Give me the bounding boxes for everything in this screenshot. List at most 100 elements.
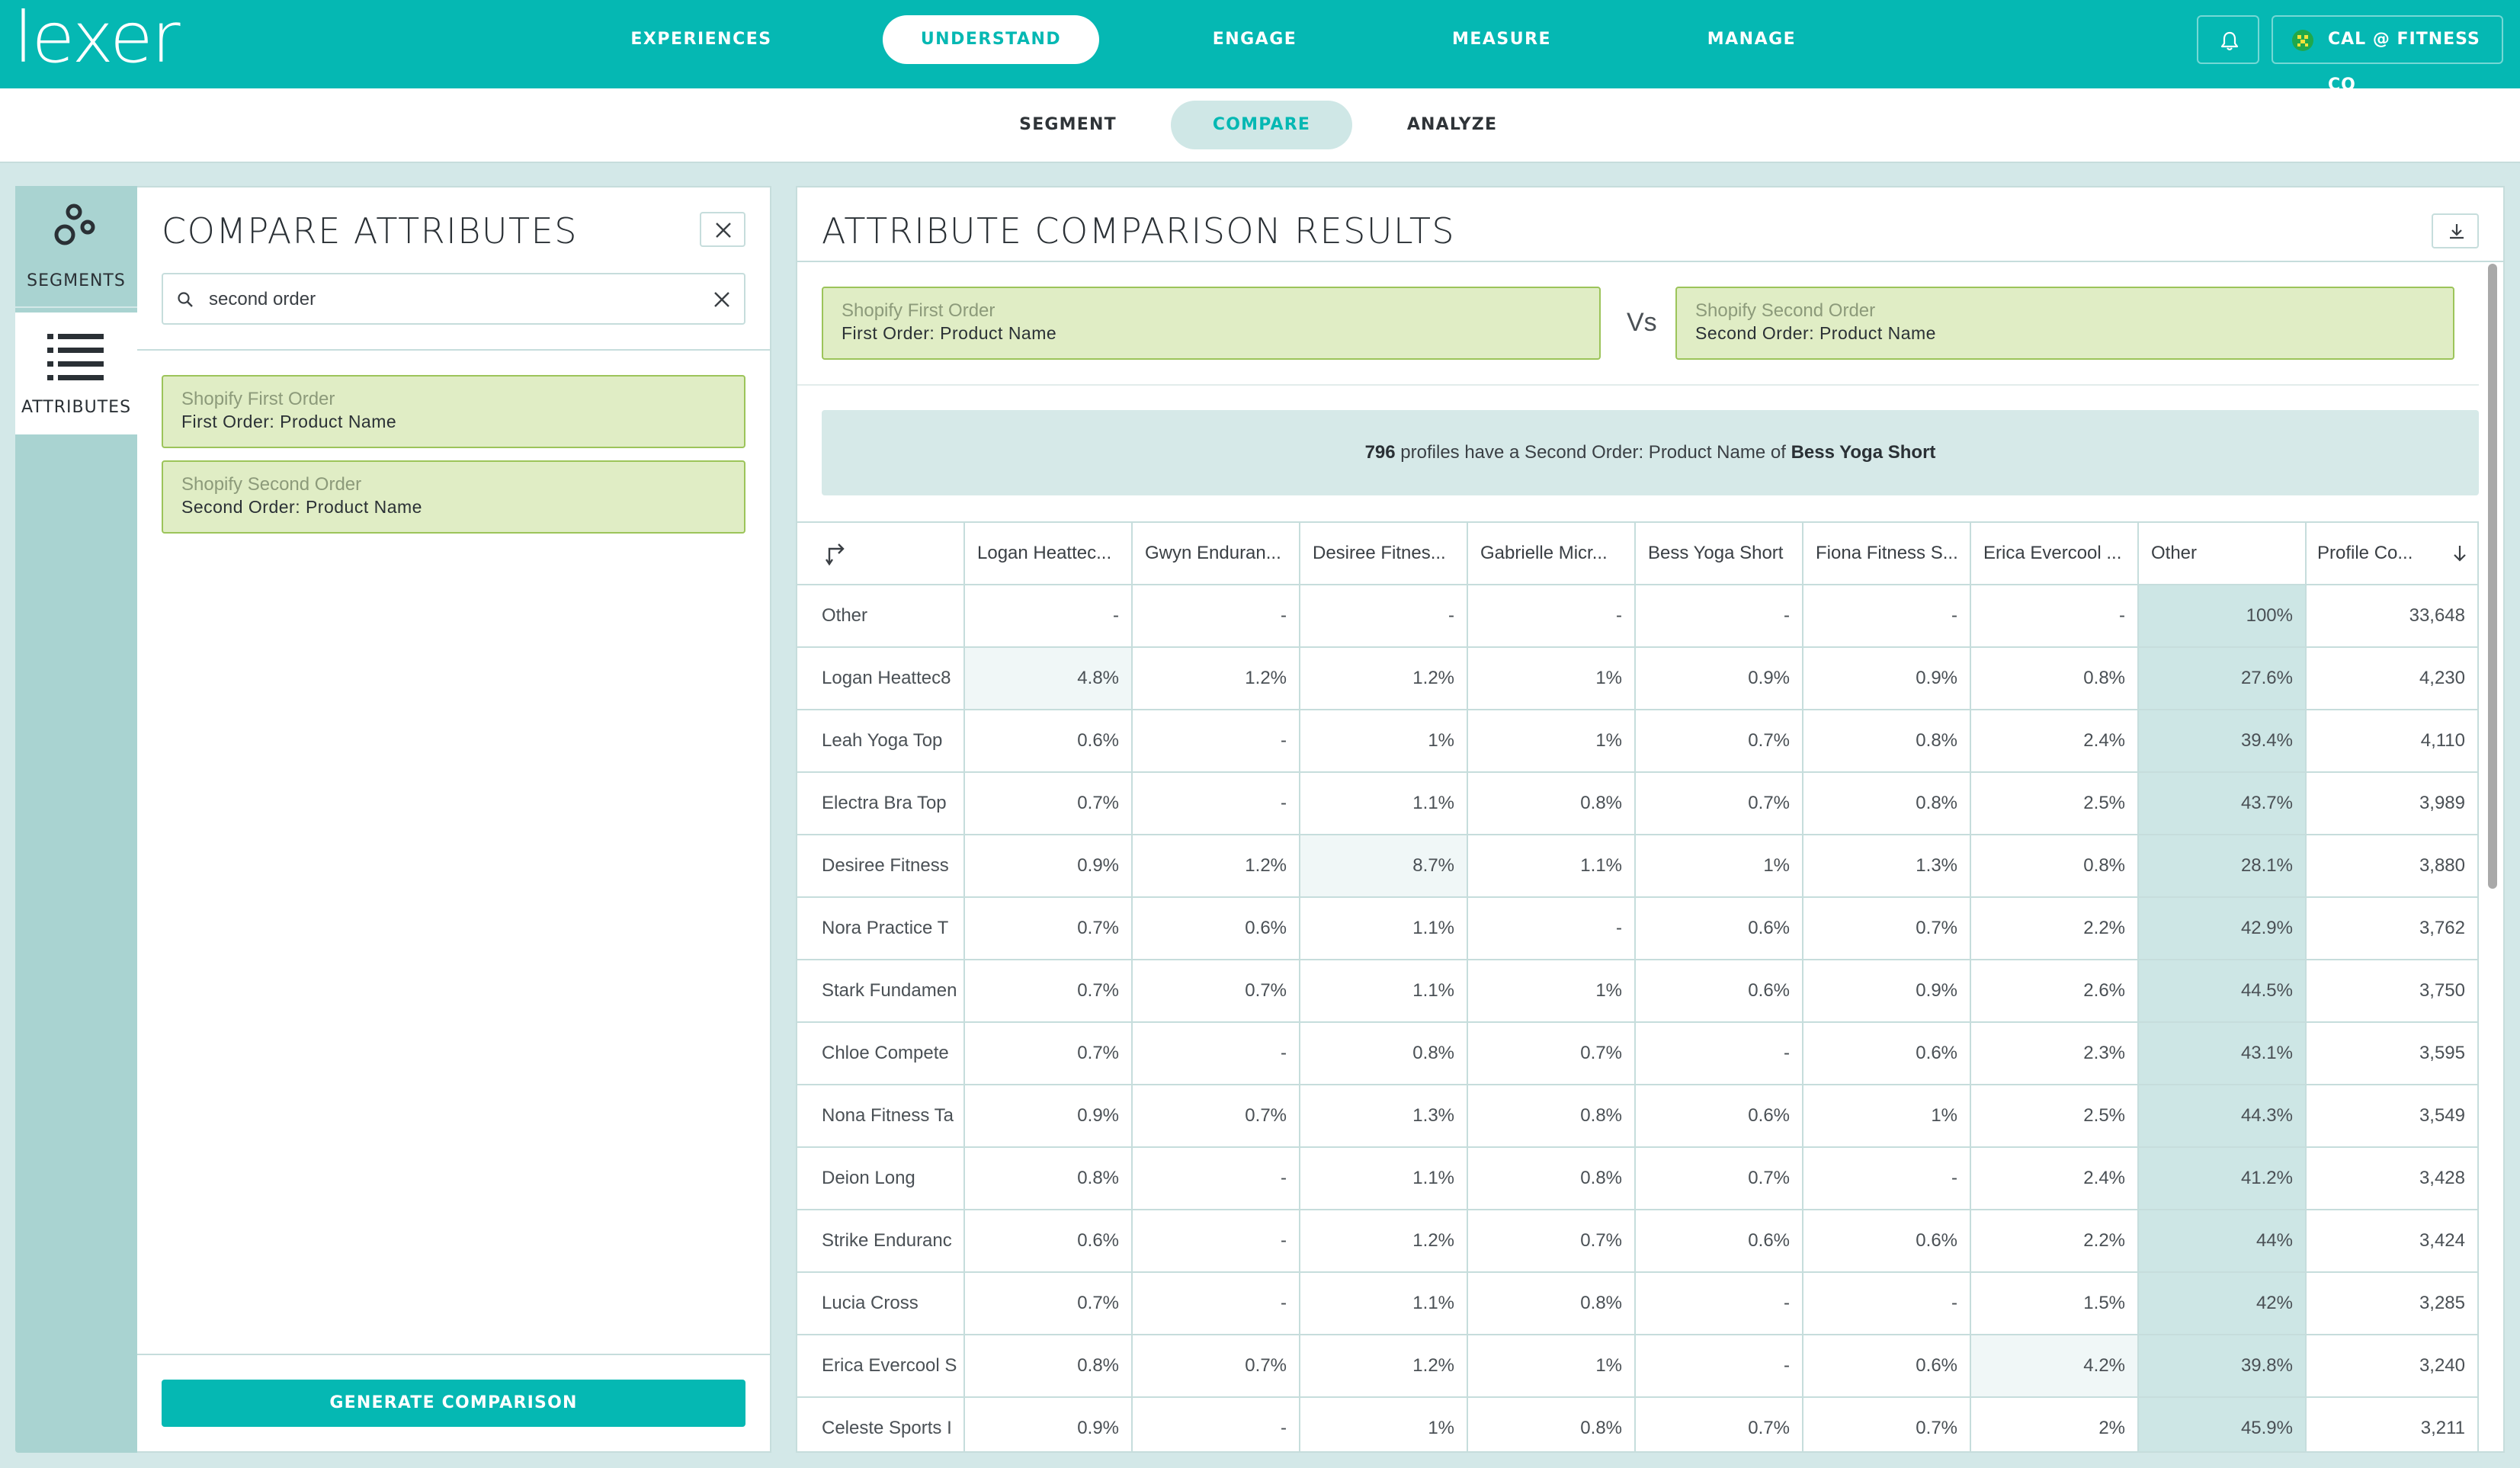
notifications-button[interactable] bbox=[2197, 15, 2259, 64]
nav-engage[interactable]: ENGAGE bbox=[1212, 30, 1297, 49]
compare-attributes-panel: COMPARE ATTRIBUTES Shopify First Order F… bbox=[137, 186, 771, 1453]
percent-cell: - bbox=[1133, 1148, 1300, 1209]
column-header[interactable]: Bess Yoga Short bbox=[1636, 523, 1803, 584]
column-header[interactable]: Fiona Fitness S... bbox=[1803, 523, 1971, 584]
bell-icon bbox=[2220, 31, 2239, 51]
scrollbar[interactable] bbox=[2485, 261, 2500, 1450]
percent-cell: - bbox=[1468, 898, 1636, 959]
percent-cell: 42.9% bbox=[2139, 898, 2307, 959]
attribute-card-second-order[interactable]: Shopify Second Order Second Order: Produ… bbox=[162, 460, 745, 534]
column-header[interactable]: Erica Evercool ... bbox=[1971, 523, 2139, 584]
percent-cell: 0.7% bbox=[1803, 1398, 1971, 1451]
percent-cell: 0.7% bbox=[1803, 898, 1971, 959]
attribute-source: Shopify First Order bbox=[181, 389, 335, 409]
table-row[interactable]: Deion Long 0.8% -1.1% 0.8% 0.7% -2.4% 41.2% 3,4… bbox=[797, 1146, 2479, 1209]
column-header[interactable]: Gwyn Enduran... bbox=[1133, 523, 1300, 584]
percent-cell: 2.2% bbox=[1971, 898, 2139, 959]
percent-cell: 0.8% bbox=[1468, 1273, 1636, 1334]
generate-comparison-button[interactable]: GENERATE COMPARISON bbox=[162, 1380, 745, 1427]
attribute-search-input[interactable] bbox=[209, 285, 666, 314]
table-row[interactable]: Celeste Sports I 0.9% -1% 0.8% 0.7% 0.7% 2% 45.… bbox=[797, 1396, 2479, 1451]
table-row[interactable]: Erica Evercool S 0.8% 0.7% 1.2% 1% -0.6% 4.2% 3… bbox=[797, 1334, 2479, 1396]
table-row[interactable]: Nona Fitness Ta 0.9% 0.7% 1.3% 0.8% 0.6% 1% 2.5… bbox=[797, 1084, 2479, 1146]
nav-experiences[interactable]: EXPERIENCES bbox=[630, 30, 772, 49]
row-label: Electra Bra Top bbox=[797, 773, 965, 834]
percent-cell: 1.1% bbox=[1468, 835, 1636, 896]
table-row[interactable]: Leah Yoga Top 0.6% -1% 1% 0.7% 0.8% 2.4% 39.4% 4… bbox=[797, 709, 2479, 771]
percent-cell: 2.4% bbox=[1971, 710, 2139, 771]
swap-axes-cell[interactable] bbox=[797, 523, 965, 584]
close-panel-button[interactable] bbox=[700, 212, 745, 247]
rail-tab-attributes[interactable]: ATTRIBUTES bbox=[15, 313, 137, 434]
table-row[interactable]: Desiree Fitness 0.9% 1.2% 8.7% 1.1% 1% 1.3% 0.8… bbox=[797, 834, 2479, 896]
nav-measure[interactable]: MEASURE bbox=[1451, 30, 1552, 49]
percent-cell: 1% bbox=[1468, 960, 1636, 1021]
percent-cell: 0.7% bbox=[965, 1273, 1133, 1334]
nav-understand[interactable]: UNDERSTAND bbox=[883, 15, 1099, 64]
percent-cell: - bbox=[1803, 585, 1971, 646]
attribute-source: Shopify First Order bbox=[842, 300, 995, 321]
subnav-analyze[interactable]: ANALYZE bbox=[1406, 115, 1498, 134]
account-menu-button[interactable]: CAL @ FITNESS CO bbox=[2272, 15, 2503, 95]
table-row[interactable]: Stark Fundamen 0.7% 0.7% 1.1% 1% 0.6% 0.9% 2.6%… bbox=[797, 959, 2479, 1021]
row-label: Nona Fitness Ta bbox=[797, 1085, 965, 1146]
table-row[interactable]: Strike Enduranc 0.6% -1.2% 0.7% 0.6% 0.6% 2.2%… bbox=[797, 1209, 2479, 1271]
percent-cell: - bbox=[1636, 1335, 1803, 1396]
percent-cell: 41.2% bbox=[2139, 1148, 2307, 1209]
table-row[interactable]: Lucia Cross 0.7% -1.1% 0.8% - -1.5% 42% 3,285 bbox=[797, 1271, 2479, 1334]
table-row[interactable]: Chloe Compete 0.7% -0.8% 0.7% -0.6% 2.3% 43.1%… bbox=[797, 1021, 2479, 1084]
percent-cell: 39.4% bbox=[2139, 710, 2307, 771]
percent-cell: 1% bbox=[1468, 710, 1636, 771]
percent-cell: 1% bbox=[1636, 835, 1803, 896]
column-header[interactable]: Gabrielle Micr... bbox=[1468, 523, 1636, 584]
percent-cell: 0.7% bbox=[1468, 1023, 1636, 1084]
subnav-compare[interactable]: COMPARE bbox=[1171, 101, 1352, 149]
percent-cell: 0.6% bbox=[1636, 1085, 1803, 1146]
nav-manage[interactable]: MANAGE bbox=[1707, 30, 1797, 49]
download-button[interactable] bbox=[2432, 213, 2479, 248]
subnav-segment[interactable]: SEGMENT bbox=[1019, 115, 1117, 134]
profile-count-cell: 3,762 bbox=[2305, 898, 2479, 959]
clear-search-icon[interactable] bbox=[713, 291, 730, 308]
percent-cell: - bbox=[1803, 1148, 1971, 1209]
percent-cell: - bbox=[1468, 585, 1636, 646]
percent-cell: 44.5% bbox=[2139, 960, 2307, 1021]
percent-cell: - bbox=[1636, 1273, 1803, 1334]
percent-cell: - bbox=[1636, 1023, 1803, 1084]
column-header[interactable]: Other bbox=[2139, 523, 2307, 584]
table-row[interactable]: Other - - - - - - -100% 33,648 bbox=[797, 584, 2479, 646]
column-header[interactable]: Profile Co... bbox=[2305, 523, 2479, 584]
percent-cell: 45.9% bbox=[2139, 1398, 2307, 1451]
lexer-logo[interactable]: lexer bbox=[14, 0, 181, 79]
results-title: ATTRIBUTE COMPARISON RESULTS bbox=[822, 210, 1456, 252]
column-header[interactable]: Logan Heattec... bbox=[965, 523, 1133, 584]
comparison-left-attribute: Shopify First Order First Order: Product… bbox=[822, 287, 1601, 360]
percent-cell: - bbox=[1133, 585, 1300, 646]
table-row[interactable]: Nora Practice T 0.7% 0.6% 1.1% -0.6% 0.7% 2.2%… bbox=[797, 896, 2479, 959]
compare-attributes-title: COMPARE ATTRIBUTES bbox=[162, 210, 578, 252]
attribute-name: First Order: Product Name bbox=[842, 323, 1057, 343]
percent-cell: 0.9% bbox=[965, 1398, 1133, 1451]
profile-count-cell: 3,989 bbox=[2305, 773, 2479, 834]
percent-cell: 0.6% bbox=[1803, 1210, 1971, 1271]
profile-count-cell: 3,549 bbox=[2305, 1085, 2479, 1146]
rail-tab-segments[interactable]: SEGMENTS bbox=[15, 186, 137, 308]
table-row[interactable]: Electra Bra Top 0.7% -1.1% 0.8% 0.7% 0.8% 2.5%… bbox=[797, 771, 2479, 834]
percent-cell: 1% bbox=[1300, 710, 1468, 771]
attribute-search[interactable] bbox=[162, 273, 745, 325]
summary-count: 796 bbox=[1364, 442, 1396, 463]
scrollbar-thumb[interactable] bbox=[2488, 264, 2497, 889]
percent-cell: - bbox=[1971, 585, 2139, 646]
swap-axes-icon[interactable] bbox=[825, 543, 848, 566]
row-label: Deion Long bbox=[797, 1148, 965, 1209]
sort-descending-icon[interactable] bbox=[2451, 544, 2468, 563]
percent-cell: - bbox=[1636, 585, 1803, 646]
percent-cell: 1.2% bbox=[1300, 1210, 1468, 1271]
column-header[interactable]: Desiree Fitnes... bbox=[1300, 523, 1468, 584]
profile-count-cell: 3,880 bbox=[2305, 835, 2479, 896]
row-label: Lucia Cross bbox=[797, 1273, 965, 1334]
percent-cell: 0.7% bbox=[1133, 1085, 1300, 1146]
table-row[interactable]: Logan Heattec8 4.8% 1.2% 1.2% 1% 0.9% 0.9% 0.8%… bbox=[797, 646, 2479, 709]
percent-cell: 1.1% bbox=[1300, 773, 1468, 834]
attribute-card-first-order[interactable]: Shopify First Order First Order: Product… bbox=[162, 375, 745, 448]
